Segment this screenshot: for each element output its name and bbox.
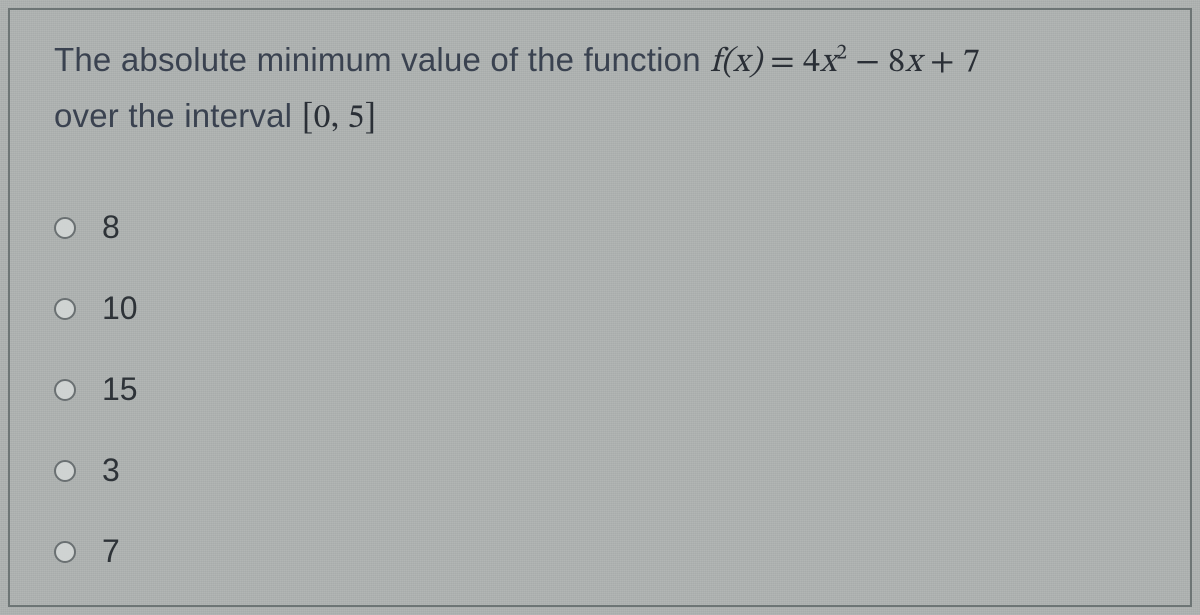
option-row[interactable]: 7	[54, 533, 1146, 570]
radio-icon[interactable]	[54, 379, 76, 401]
option-label: 8	[102, 209, 120, 246]
math-c: 7	[963, 46, 980, 80]
option-row[interactable]: 15	[54, 371, 1146, 408]
math-b-coef: 8	[888, 46, 905, 80]
option-label: 3	[102, 452, 120, 489]
math-equals: =	[762, 46, 803, 80]
math-a-coef: 4	[803, 46, 820, 80]
question-stem: The absolute minimum value of the functi…	[54, 34, 1146, 145]
radio-icon[interactable]	[54, 217, 76, 239]
math-b-var: x	[905, 46, 922, 80]
option-row[interactable]: 10	[54, 290, 1146, 327]
radio-icon[interactable]	[54, 541, 76, 563]
math-a-exp: 2	[837, 44, 848, 65]
question-interval: [0, 5]	[302, 102, 377, 136]
radio-icon[interactable]	[54, 298, 76, 320]
math-minus: −	[847, 46, 888, 80]
option-label: 7	[102, 533, 120, 570]
math-lhs: f(x)	[710, 46, 762, 80]
question-card: The absolute minimum value of the functi…	[8, 8, 1192, 607]
question-math: f(x) = 4x2 − 8x + 7	[710, 46, 980, 80]
radio-icon[interactable]	[54, 460, 76, 482]
question-line2-text: over the interval	[54, 97, 302, 134]
math-a-var: x	[820, 46, 837, 80]
option-label: 10	[102, 290, 138, 327]
option-label: 15	[102, 371, 138, 408]
options-list: 8 10 15 3 7	[54, 209, 1146, 570]
option-row[interactable]: 8	[54, 209, 1146, 246]
question-line1-text: The absolute minimum value of the functi…	[54, 41, 701, 78]
option-row[interactable]: 3	[54, 452, 1146, 489]
math-plus: +	[922, 46, 963, 80]
